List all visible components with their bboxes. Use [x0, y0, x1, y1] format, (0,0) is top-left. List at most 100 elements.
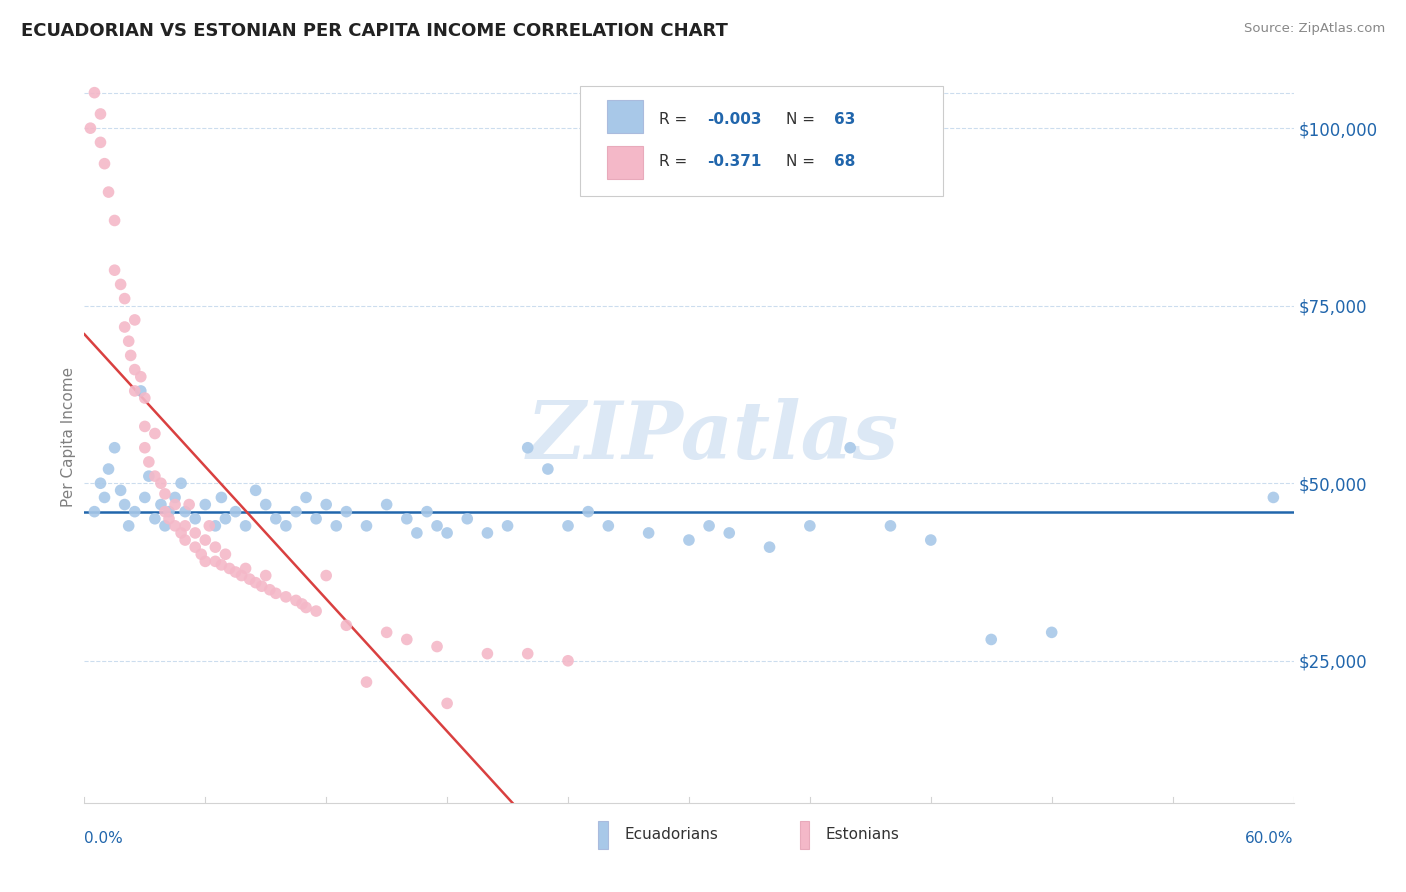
Point — [225, 565, 247, 579]
Point — [496, 519, 519, 533]
Point — [104, 441, 127, 455]
Point — [194, 533, 217, 547]
Point — [456, 512, 478, 526]
Point — [89, 107, 111, 121]
Text: Source: ZipAtlas.com: Source: ZipAtlas.com — [1244, 22, 1385, 36]
Point — [231, 568, 253, 582]
Point — [214, 512, 236, 526]
Point — [124, 384, 146, 398]
Text: Estonians: Estonians — [825, 827, 900, 842]
Point — [79, 121, 101, 136]
Point — [190, 547, 212, 561]
Point — [89, 136, 111, 150]
Point — [295, 600, 318, 615]
Point — [218, 561, 240, 575]
Point — [235, 561, 257, 575]
Point — [204, 554, 226, 568]
Point — [165, 491, 187, 505]
Text: N =: N = — [786, 112, 820, 128]
Point — [114, 320, 136, 334]
Point — [114, 292, 136, 306]
Text: 0.0%: 0.0% — [84, 831, 124, 847]
Point — [118, 334, 141, 349]
Point — [209, 491, 232, 505]
Point — [426, 519, 449, 533]
Text: -0.371: -0.371 — [707, 154, 762, 169]
Point — [143, 426, 166, 441]
Point — [204, 519, 226, 533]
Point — [93, 156, 115, 170]
Point — [576, 505, 599, 519]
Point — [153, 487, 176, 501]
Point — [149, 498, 172, 512]
Point — [170, 525, 193, 540]
Point — [254, 498, 277, 512]
Point — [697, 519, 720, 533]
Point — [426, 640, 449, 654]
Point — [920, 533, 942, 547]
Point — [254, 568, 277, 582]
Text: 63: 63 — [834, 112, 855, 128]
Point — [291, 597, 314, 611]
Point — [143, 469, 166, 483]
Point — [375, 625, 398, 640]
Bar — [607, 146, 643, 179]
Point — [83, 505, 105, 519]
Point — [165, 498, 187, 512]
Point — [124, 362, 146, 376]
Point — [537, 462, 560, 476]
Point — [335, 505, 357, 519]
Y-axis label: Per Capita Income: Per Capita Income — [60, 367, 76, 508]
Point — [557, 654, 579, 668]
Point — [516, 647, 538, 661]
Point — [335, 618, 357, 632]
Point — [245, 483, 267, 498]
Bar — [800, 821, 810, 849]
Point — [274, 590, 297, 604]
Point — [406, 525, 429, 540]
Point — [250, 579, 273, 593]
Text: Ecuadorians: Ecuadorians — [624, 827, 718, 842]
Point — [174, 519, 197, 533]
Point — [104, 213, 127, 227]
Point — [153, 505, 176, 519]
Text: R =: R = — [659, 112, 692, 128]
Point — [129, 384, 152, 398]
Point — [114, 498, 136, 512]
Point — [110, 277, 132, 292]
Point — [839, 441, 862, 455]
Point — [477, 647, 499, 661]
Point — [259, 582, 281, 597]
Point — [138, 469, 160, 483]
Point — [235, 519, 257, 533]
Point — [204, 540, 226, 554]
Point — [143, 512, 166, 526]
Text: 68: 68 — [834, 154, 855, 169]
Point — [799, 519, 821, 533]
Point — [118, 519, 141, 533]
Point — [395, 632, 418, 647]
Point — [89, 476, 111, 491]
Point — [637, 525, 659, 540]
Point — [184, 525, 207, 540]
Point — [758, 540, 780, 554]
Point — [165, 519, 187, 533]
Point — [179, 498, 201, 512]
Point — [557, 519, 579, 533]
Point — [264, 586, 287, 600]
Point — [1040, 625, 1063, 640]
Point — [315, 568, 337, 582]
Point — [416, 505, 439, 519]
Point — [245, 575, 267, 590]
Point — [315, 498, 337, 512]
Point — [264, 512, 287, 526]
Point — [225, 505, 247, 519]
Point — [110, 483, 132, 498]
Point — [149, 476, 172, 491]
Point — [879, 519, 901, 533]
Point — [356, 675, 378, 690]
Point — [138, 455, 160, 469]
Text: -0.003: -0.003 — [707, 112, 762, 128]
Point — [134, 441, 156, 455]
Point — [678, 533, 700, 547]
